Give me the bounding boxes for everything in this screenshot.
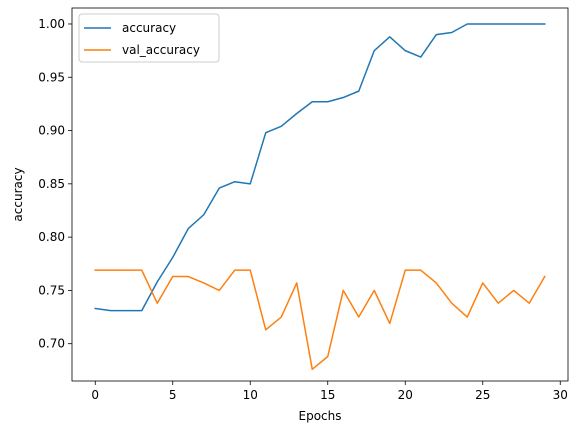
y-axis: 0.70 0.75 0.80 0.85 0.90 0.95 1.00	[38, 17, 72, 351]
x-tick-label: 30	[553, 388, 568, 402]
x-tick-label: 20	[398, 388, 413, 402]
y-tick-label: 1.00	[38, 17, 65, 31]
x-tick-label: 15	[320, 388, 335, 402]
x-axis: 0 5 10 15 20 25 30	[91, 381, 568, 402]
x-tick-label: 0	[91, 388, 99, 402]
series-line-accuracy	[94, 23, 546, 312]
series-line-val-accuracy	[94, 269, 546, 371]
x-tick-label: 25	[475, 388, 490, 402]
legend-box	[78, 13, 220, 63]
y-tick-label: 0.75	[38, 283, 65, 297]
y-tick-label: 0.70	[38, 337, 65, 351]
x-axis-label: Epochs	[299, 409, 342, 423]
y-tick-label: 0.95	[38, 70, 65, 84]
plot-area	[72, 8, 568, 381]
y-tick-label: 0.90	[38, 124, 65, 138]
x-tick-label: 5	[169, 388, 177, 402]
series-layer	[94, 23, 546, 371]
legend-label: val_accuracy	[122, 43, 200, 57]
legend: accuracy val_accuracy	[78, 13, 220, 63]
y-axis-label: accuracy	[11, 167, 25, 221]
y-tick-label: 0.80	[38, 230, 65, 244]
plot-frame	[71, 7, 569, 382]
y-tick-label: 0.85	[38, 177, 65, 191]
legend-label: accuracy	[122, 21, 176, 35]
x-tick-label: 10	[243, 388, 258, 402]
